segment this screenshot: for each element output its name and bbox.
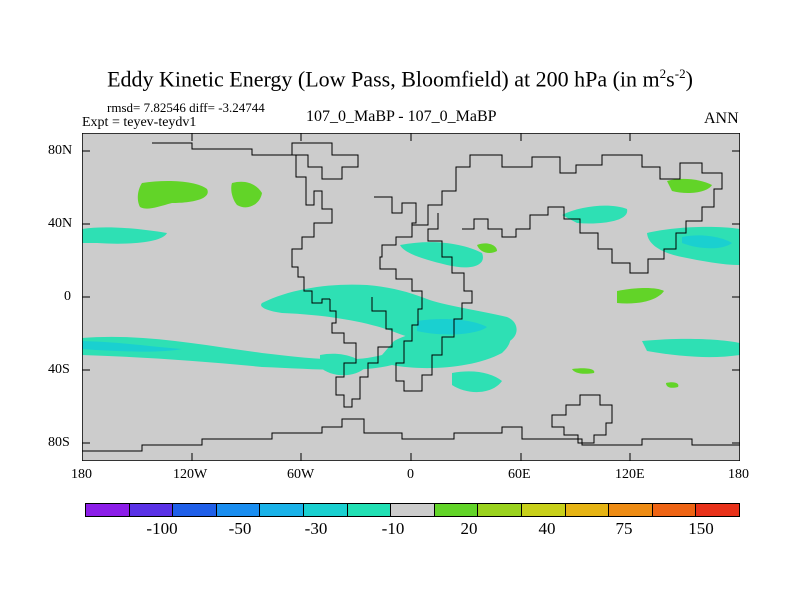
colorbar-label: 150 xyxy=(688,519,714,538)
contour-neg-south-small-1 xyxy=(452,371,502,393)
lat-label: 40S xyxy=(48,362,70,377)
coastlines xyxy=(82,142,740,452)
contour-pos-east-eq xyxy=(617,288,664,304)
coastline-europe-africa xyxy=(374,196,473,392)
colorbar-label: 20 xyxy=(460,519,478,538)
colorbar-label: -10 xyxy=(381,519,405,538)
colorbar-label: -30 xyxy=(304,519,328,538)
coastline-asia xyxy=(412,154,723,274)
map-panel xyxy=(82,133,740,461)
contour-neg-north-east-core xyxy=(682,235,732,249)
colorbar-box xyxy=(86,504,130,516)
lon-label: 0 xyxy=(407,467,414,482)
contour-pos-south-small-2 xyxy=(666,382,679,388)
colorbar-box xyxy=(434,504,479,516)
colorbar-box xyxy=(521,504,566,516)
lon-label: 120E xyxy=(615,467,645,482)
coastline-antarctica xyxy=(82,418,740,452)
case-label: 107_0_MaBP - 107_0_MaBP xyxy=(306,108,497,125)
colorbar-box xyxy=(129,504,174,516)
contour-neg-equator-core xyxy=(417,319,487,335)
contour-pos-south-small xyxy=(572,368,595,374)
colorbar xyxy=(85,503,740,517)
colorbar-label: -100 xyxy=(146,519,178,538)
contour-neg-south-core xyxy=(82,341,182,352)
lat-label: 40N xyxy=(48,216,73,231)
lat-label: 80S xyxy=(48,435,70,450)
colorbar-box xyxy=(652,504,697,516)
colorbar-box xyxy=(216,504,261,516)
experiment-label: Expt = teyev-teydv1 xyxy=(82,115,197,130)
coastline-australia xyxy=(551,394,613,444)
colorbar-box xyxy=(609,504,653,516)
lon-label: 60W xyxy=(287,467,315,482)
lon-label: 60E xyxy=(508,467,531,482)
colorbar-box xyxy=(303,504,348,516)
colorbar-box xyxy=(391,504,435,516)
lat-label: 80N xyxy=(48,143,73,158)
contour-neg-south-east xyxy=(642,338,740,358)
contour-neg-north-pac xyxy=(82,227,167,244)
colorbar-box xyxy=(696,504,739,516)
contour-pos-north-asia xyxy=(477,243,497,253)
contour-pos-north-pac-2 xyxy=(231,181,262,208)
coastline-north-america xyxy=(152,142,333,304)
colorbar-box xyxy=(478,504,522,516)
colorbar-label: 40 xyxy=(538,519,556,538)
lon-label: 120W xyxy=(173,467,208,482)
contour-neg-south-band xyxy=(82,319,511,370)
stats-text: rmsd= 7.82546 diff= -3.24744 xyxy=(107,100,265,115)
contour-pos-north-pac xyxy=(137,181,208,209)
lat-label: 0 xyxy=(64,289,71,304)
season-label: ANN xyxy=(704,110,739,127)
lon-label: 180 xyxy=(71,467,92,482)
colorbar-label: 75 xyxy=(615,519,633,538)
plot-title: Eddy Kinetic Energy (Low Pass, Bloomfiel… xyxy=(107,66,693,92)
colorbar-box xyxy=(173,504,217,516)
colorbar-label: -50 xyxy=(228,519,252,538)
coastline-arctic-islands xyxy=(291,142,359,180)
coastline-south-america xyxy=(329,297,393,408)
lon-label: 180 xyxy=(728,467,749,482)
contour-pos-north-east xyxy=(667,178,712,193)
colorbar-box xyxy=(260,504,304,516)
contour-neg-north-atl xyxy=(400,242,483,268)
map-ticks xyxy=(82,133,740,461)
colorbar-box xyxy=(565,504,610,516)
colorbar-box xyxy=(347,504,392,516)
contour-neg-south-small-2 xyxy=(320,353,366,376)
